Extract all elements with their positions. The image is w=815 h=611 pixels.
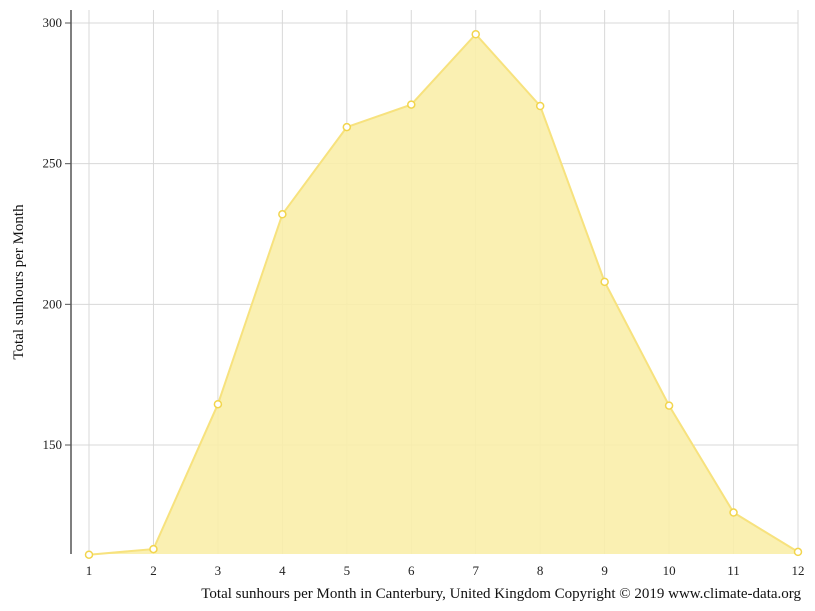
area-fill bbox=[89, 34, 798, 555]
x-tick-label: 1 bbox=[86, 563, 93, 578]
data-point[interactable] bbox=[342, 122, 352, 132]
y-ticks: 150 200 250 300 bbox=[43, 15, 71, 452]
series-line bbox=[88, 32, 799, 556]
y-tick-label: 200 bbox=[43, 296, 63, 311]
data-point[interactable] bbox=[600, 277, 609, 287]
data-point[interactable] bbox=[664, 401, 674, 410]
y-axis-title: Total sunhours per Month bbox=[11, 204, 27, 360]
y-tick-label: 150 bbox=[43, 437, 63, 452]
x-tick-label: 4 bbox=[279, 563, 286, 578]
y-tick-label: 300 bbox=[43, 15, 63, 30]
x-tick-label: 11 bbox=[727, 563, 740, 578]
data-point[interactable] bbox=[84, 550, 94, 559]
data-point[interactable] bbox=[471, 30, 480, 39]
data-point[interactable] bbox=[278, 210, 287, 219]
x-tick-label: 8 bbox=[537, 563, 544, 578]
x-tick-label: 7 bbox=[472, 563, 479, 578]
x-tick-label: 12 bbox=[792, 563, 805, 578]
area-series bbox=[88, 32, 799, 556]
x-ticks: 1 2 3 4 5 6 7 8 9 10 11 12 bbox=[86, 563, 805, 578]
x-tick-label: 10 bbox=[663, 563, 676, 578]
data-point[interactable] bbox=[213, 399, 223, 409]
data-point[interactable] bbox=[535, 101, 545, 111]
x-tick-label: 2 bbox=[150, 563, 157, 578]
x-tick-label: 9 bbox=[601, 563, 608, 578]
y-tick-label: 250 bbox=[43, 156, 63, 171]
chart-caption: Total sunhours per Month in Canterbury, … bbox=[201, 586, 801, 602]
data-markers bbox=[84, 30, 803, 559]
x-tick-label: 6 bbox=[408, 563, 415, 578]
data-point[interactable] bbox=[793, 547, 803, 557]
x-tick-label: 5 bbox=[344, 563, 351, 578]
data-point[interactable] bbox=[729, 508, 738, 517]
data-point[interactable] bbox=[149, 544, 158, 554]
data-point[interactable] bbox=[407, 100, 416, 109]
x-tick-label: 3 bbox=[215, 563, 222, 578]
